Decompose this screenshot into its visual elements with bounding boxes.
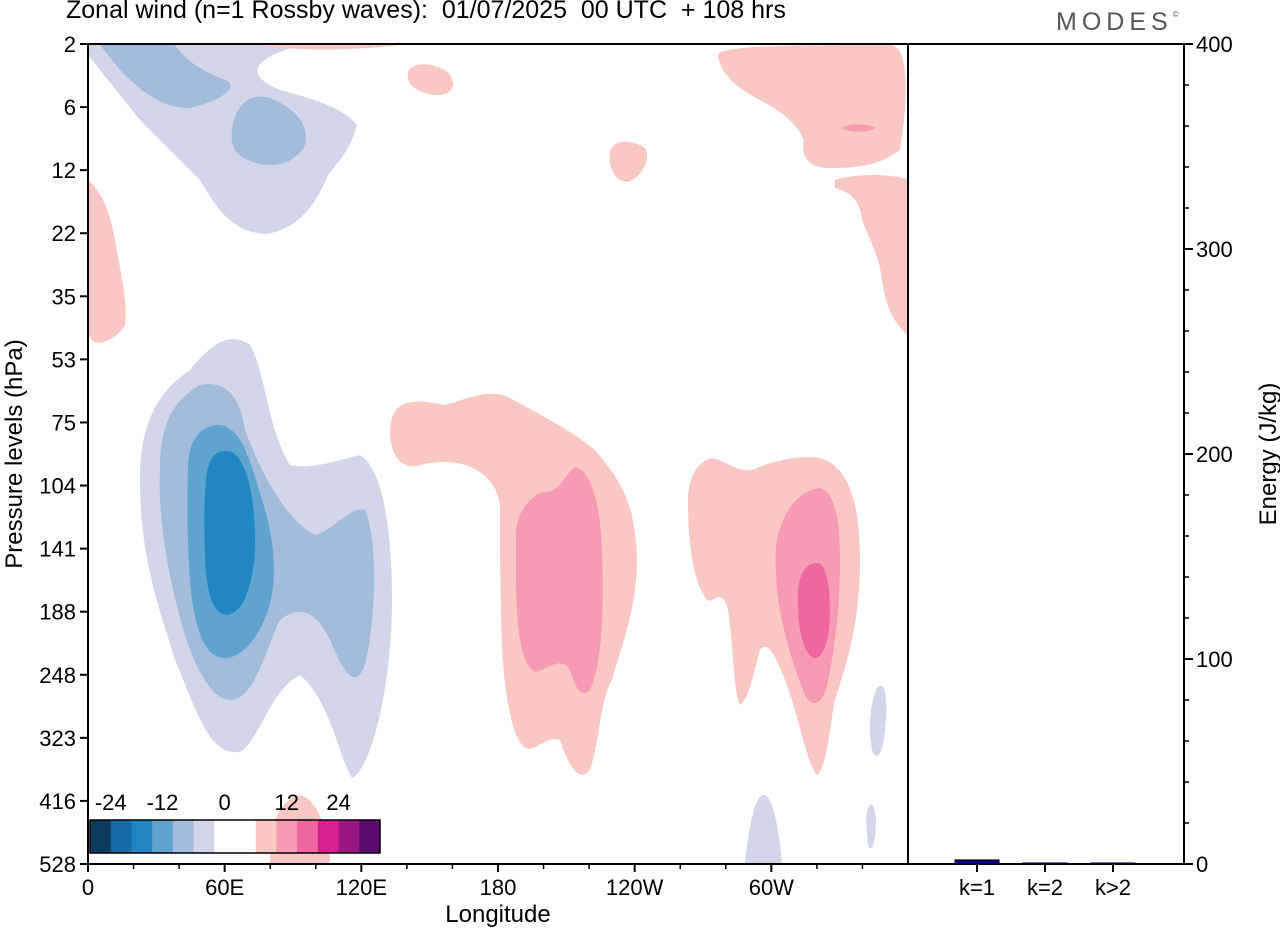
energy-bar	[954, 859, 1000, 865]
y-tick-label: 141	[39, 537, 76, 562]
pos-blob-top-a	[407, 64, 454, 95]
colorbar-cell	[255, 820, 277, 853]
contour-fields	[88, 45, 908, 864]
neg-region-20	[204, 450, 255, 615]
colorbar-cell	[193, 820, 215, 853]
pos-region-10	[516, 467, 603, 694]
y-tick-label: 323	[39, 726, 76, 751]
colorbar-cell	[90, 820, 112, 853]
colorbar-cell	[235, 820, 257, 853]
neg-blob-a	[869, 685, 887, 756]
colorbar-tick-label: 24	[326, 790, 350, 815]
energy-category-label: k=2	[1027, 875, 1063, 900]
y-axis: 2 6 12 22 35 53 75 104 141 188 248 323 416 528	[39, 32, 88, 877]
y-tick-label: 188	[39, 600, 76, 625]
energy-axis-label: Energy (J/kg)	[1255, 383, 1280, 526]
neg-upper-10	[100, 45, 231, 108]
colorbar-tick-label: 0	[219, 790, 231, 815]
pos-blob-top-c	[260, 45, 400, 50]
energy-axis: 0 100 200 300 400	[1184, 32, 1233, 877]
x-tick-label: 60W	[749, 875, 794, 900]
y-tick-label: 416	[39, 789, 76, 814]
y-tick-label: 6	[64, 95, 76, 120]
colorbar-cell	[152, 820, 174, 853]
colorbar-cell	[297, 820, 319, 853]
y-tick-label: 22	[52, 221, 76, 246]
y-tick-label: 528	[39, 852, 76, 877]
x-axis: 0 60E 120E 180 120W 60W	[82, 864, 864, 900]
chart-title: Zonal wind (n=1 Rossby waves): 01/07/202…	[66, 0, 786, 24]
pos-region2-15	[797, 563, 830, 659]
energy-tick-label: 200	[1196, 442, 1233, 467]
pos-upper-right	[718, 45, 906, 168]
y-tick-label: 2	[64, 32, 76, 57]
neg-blob-b	[745, 794, 782, 864]
colorbar-cell	[359, 820, 381, 853]
colorbar-cell	[276, 820, 298, 853]
x-tick-label: 60E	[205, 875, 244, 900]
energy-tick-label: 0	[1196, 852, 1208, 877]
x-tick-label: 120W	[606, 875, 664, 900]
colorbar-cell	[131, 820, 153, 853]
pos-left-edge	[88, 180, 126, 343]
neg-blob-c	[866, 804, 876, 849]
energy-panel-frame	[907, 43, 1185, 865]
modes-logo: MODES©	[1056, 8, 1179, 36]
energy-tick-label: 100	[1196, 647, 1233, 672]
pos-blob-top-b	[609, 141, 648, 182]
pos-upper-right-10	[842, 124, 876, 132]
energy-tick-label: 300	[1196, 237, 1233, 262]
colorbar-cell	[110, 820, 132, 853]
colorbar-labels: -24 -12 0 12 24	[95, 790, 351, 815]
y-tick-label: 35	[52, 284, 76, 309]
x-tick-label: 180	[480, 875, 517, 900]
colorbar-cell	[338, 820, 360, 853]
x-tick-label: 120E	[336, 875, 387, 900]
energy-tick-label: 400	[1196, 32, 1233, 57]
colorbar	[89, 819, 381, 854]
y-tick-label: 248	[39, 663, 76, 688]
colorbar-frame	[89, 819, 381, 854]
x-tick-label: 0	[82, 875, 94, 900]
x-axis-label: Longitude	[445, 901, 550, 928]
neg-upper-10b	[231, 96, 306, 165]
colorbar-tick-label: -24	[95, 790, 127, 815]
energy-category-label: k=1	[959, 875, 995, 900]
y-tick-label: 12	[52, 158, 76, 183]
energy-bars: k=1 k=2 k>2	[954, 859, 1136, 900]
energy-category-label: k>2	[1095, 875, 1131, 900]
colorbar-cell	[317, 820, 340, 853]
y-tick-label: 53	[52, 347, 76, 372]
colorbar-tick-label: 12	[275, 790, 299, 815]
colorbar-tick-label: -12	[147, 790, 179, 815]
y-axis-label: Pressure levels (hPa)	[1, 339, 28, 568]
colorbar-cell	[214, 820, 236, 853]
pos-right-edge	[835, 175, 908, 335]
colorbar-cell	[172, 820, 195, 853]
y-tick-label: 75	[52, 410, 76, 435]
y-tick-label: 104	[39, 474, 76, 499]
